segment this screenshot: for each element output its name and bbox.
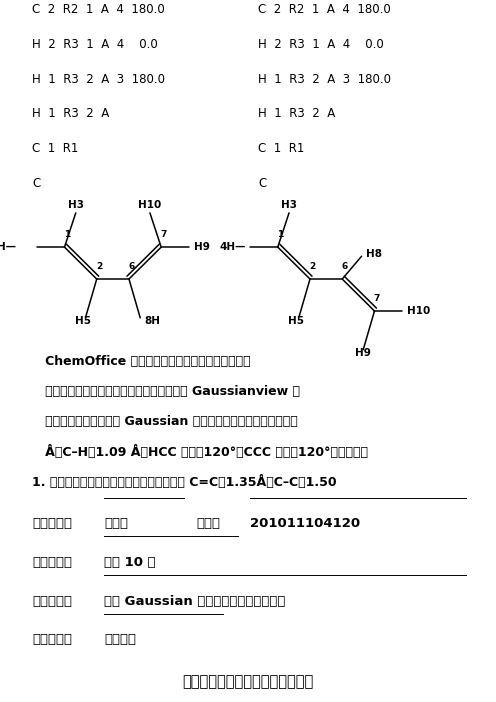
Text: 7: 7 [161,230,167,239]
Text: Å，C–H：1.09 Å，HCC 键角：120°，CCC 键角：120°，二面角根: Å，C–H：1.09 Å，HCC 键角：120°，CCC 键角：120°，二面角… [32,445,368,459]
Text: 1: 1 [64,230,70,239]
Text: 1. 写出两种丁二烯的分子输入内坐标，其中 C=C：1.35Å，C–C：1.50: 1. 写出两种丁二烯的分子输入内坐标，其中 C=C：1.35Å，C–C：1.50 [32,475,337,489]
Text: 8H: 8H [144,317,160,326]
Text: C  2  R2  1  A  4  180.0: C 2 R2 1 A 4 180.0 [258,3,391,16]
Text: 据右手规则判断，通过 Gaussian 进行单点能量计算，从结果文件: 据右手规则判断，通过 Gaussian 进行单点能量计算，从结果文件 [32,415,298,428]
Text: 专业班级：: 专业班级： [32,556,72,569]
Text: 7: 7 [374,294,380,303]
Text: 应化 10 级: 应化 10 级 [104,556,156,569]
Text: 利用 Gaussian 对分子几何构型进行优化: 利用 Gaussian 对分子几何构型进行优化 [104,595,286,608]
Text: C  2  R2  1  A  4  180.0: C 2 R2 1 A 4 180.0 [32,3,165,16]
Text: C: C [32,177,41,190]
Text: H5: H5 [75,317,91,326]
Text: C  1  R1: C 1 R1 [258,142,304,155]
Text: 201011104120: 201011104120 [250,517,361,531]
Text: 学号：: 学号： [196,517,220,531]
Text: 1: 1 [277,230,283,239]
Text: 6: 6 [128,262,134,271]
Text: 4 H—: 4 H— [0,242,16,252]
Text: 6: 6 [342,262,348,271]
Text: H10: H10 [407,306,430,316]
Text: ChemOffice 将输入的结构图形以球棍形式列出。: ChemOffice 将输入的结构图形以球棍形式列出。 [32,355,251,368]
Text: H  1  R3  2  A  3  180.0: H 1 R3 2 A 3 180.0 [32,73,165,86]
Text: C: C [258,177,266,190]
Text: H  1  R3  2  A  3  180.0: H 1 R3 2 A 3 180.0 [258,73,391,86]
Text: H3: H3 [68,200,84,210]
Text: 学生姓名：: 学生姓名： [32,517,72,531]
Text: H8: H8 [366,249,381,259]
Text: 龙玉姣: 龙玉姣 [104,517,128,531]
Text: 计算化学: 计算化学 [104,633,136,647]
Text: H3: H3 [281,200,297,210]
Text: H  2  R3  1  A  4    0.0: H 2 R3 1 A 4 0.0 [258,38,384,51]
Text: H  1  R3  2  A: H 1 R3 2 A [32,107,110,121]
Text: 4H—: 4H— [219,242,246,252]
Text: H9: H9 [355,348,371,358]
Text: 昆明理工大学理学院上机实验报告: 昆明理工大学理学院上机实验报告 [183,674,313,689]
Text: 中给出两个结构的对称性和能量值，并通过 Gaussianview 或: 中给出两个结构的对称性和能量值，并通过 Gaussianview 或 [32,385,300,398]
Text: 课程名称：: 课程名称： [32,633,72,647]
Text: C  1  R1: C 1 R1 [32,142,78,155]
Text: H  1  R3  2  A: H 1 R3 2 A [258,107,335,121]
Text: 2: 2 [96,262,102,271]
Text: H  2  R3  1  A  4    0.0: H 2 R3 1 A 4 0.0 [32,38,158,51]
Text: H9: H9 [193,242,209,252]
Text: 2: 2 [310,262,315,271]
Text: 实验名称：: 实验名称： [32,595,72,608]
Text: H5: H5 [288,317,304,326]
Text: H10: H10 [138,200,162,210]
